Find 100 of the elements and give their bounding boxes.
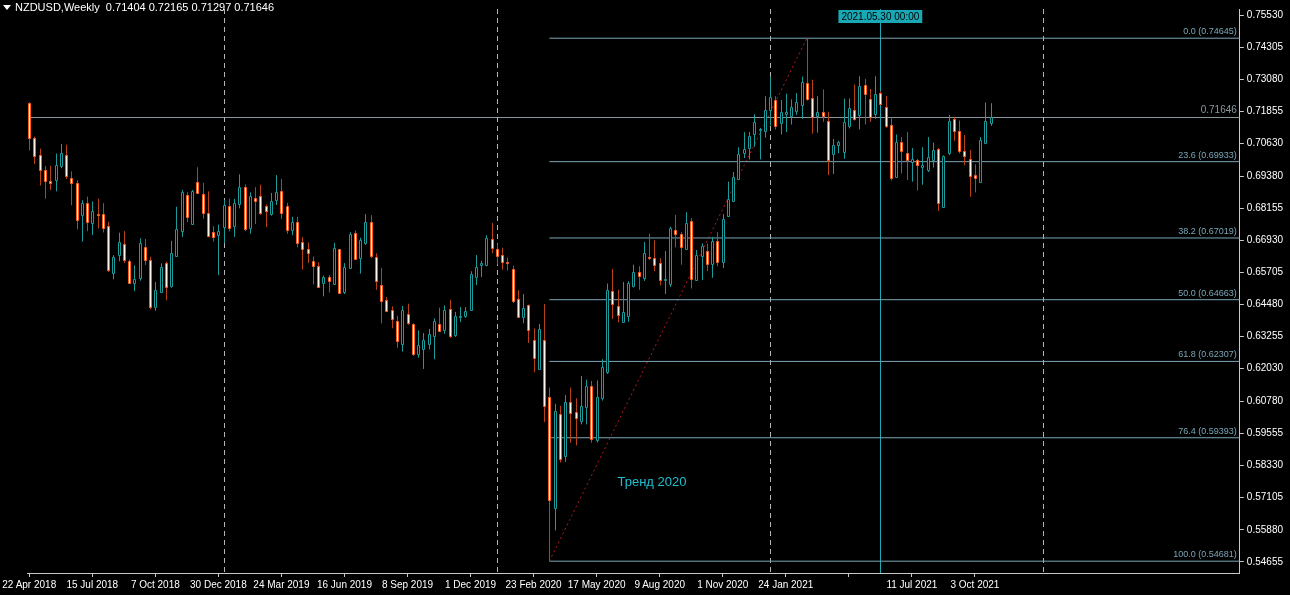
candlestick [291, 216, 294, 236]
candlestick [259, 184, 262, 216]
candlestick [312, 256, 315, 285]
y-tick-label: 0.64480 [1246, 298, 1284, 310]
y-tick-label: 0.54655 [1246, 555, 1284, 567]
candlestick [869, 88, 872, 123]
candlestick [790, 98, 793, 126]
candlestick [580, 375, 583, 425]
y-tick-label: 0.74305 [1246, 40, 1284, 52]
candlestick [969, 149, 972, 198]
candlestick [433, 317, 436, 360]
candlestick [801, 76, 804, 120]
candlestick [491, 222, 494, 254]
candlestick [927, 136, 930, 173]
candlestick [822, 88, 825, 123]
candlestick [575, 397, 578, 446]
candlestick [233, 198, 236, 238]
x-tick-label: 30 Dec 2018 [190, 578, 248, 590]
candlestick [254, 186, 257, 225]
y-tick-label: 0.70630 [1246, 137, 1284, 149]
candlestick [44, 165, 47, 200]
x-tick-label: 16 Jun 2019 [316, 578, 373, 590]
candlestick [81, 199, 84, 243]
candlestick [984, 102, 987, 145]
candlestick [916, 158, 919, 192]
candlestick [280, 178, 283, 220]
candlestick [900, 136, 903, 175]
candlestick [674, 214, 677, 248]
candlestick [33, 136, 36, 165]
series-label: 38.2 (0.67019) [1178, 225, 1237, 236]
y-tick-label: 0.69380 [1246, 169, 1284, 181]
candlestick [953, 116, 956, 142]
candlestick [748, 131, 751, 160]
candlestick [228, 198, 231, 232]
candlestick [207, 190, 210, 238]
candlestick [522, 293, 525, 324]
x-tick-label: 1 Dec 2019 [444, 578, 497, 590]
candlestick [49, 165, 52, 191]
candlestick [275, 174, 278, 206]
candlestick [958, 120, 961, 154]
candlestick [417, 329, 420, 359]
candlestick [753, 113, 756, 148]
candlestick [70, 170, 73, 206]
candlestick [375, 252, 378, 291]
candlestick [874, 75, 877, 120]
candlestick [638, 265, 641, 291]
candlestick [301, 236, 304, 271]
candlestick [422, 332, 425, 370]
y-tick-label: 0.58330 [1246, 459, 1284, 471]
series-label: 61.8 (0.62307) [1178, 349, 1237, 360]
candlestick [932, 142, 935, 168]
candlestick [91, 201, 94, 236]
ref-line-label: 2021.05.30 00:00 [841, 10, 920, 22]
candlestick [396, 315, 399, 349]
candlestick [517, 289, 520, 318]
x-tick-label: 11 Jul 2021 [886, 578, 938, 590]
ref-line-label: 0.71646 [1200, 103, 1238, 115]
y-tick-label: 0.73080 [1246, 72, 1284, 84]
candlestick [286, 202, 289, 235]
annotation: Тренд 2020 [617, 474, 687, 490]
candlestick [853, 83, 856, 122]
candlestick [659, 257, 662, 286]
candlestick [364, 213, 367, 246]
candlestick [653, 239, 656, 272]
candlestick [921, 146, 924, 186]
candlestick [443, 305, 446, 335]
candlestick [569, 387, 572, 444]
y-tick-label: 0.57105 [1246, 491, 1284, 503]
candlestick [428, 328, 431, 350]
x-tick-label: 15 Jul 2018 [66, 578, 119, 590]
y-tick-label: 0.68155 [1246, 201, 1284, 213]
x-tick-label: 17 May 2020 [567, 578, 626, 590]
y-tick-label: 0.59555 [1246, 427, 1284, 439]
candlestick [906, 131, 909, 181]
candlestick [128, 258, 131, 285]
x-tick-label: 1 Nov 2020 [697, 578, 749, 590]
candlestick [223, 199, 226, 244]
candlestick [133, 264, 136, 292]
y-tick-label: 0.65705 [1246, 266, 1284, 278]
candlestick [112, 254, 115, 280]
candlestick [296, 216, 299, 248]
candlestick [617, 289, 620, 323]
x-tick-label: 7 Oct 2018 [130, 578, 181, 590]
candlestick [963, 134, 966, 166]
candlestick [501, 247, 504, 271]
candlestick [165, 261, 168, 301]
candlestick [317, 261, 320, 289]
candlestick [533, 327, 536, 373]
candlestick [65, 144, 68, 180]
candlestick [785, 93, 788, 133]
candlestick [55, 153, 58, 192]
candlestick [680, 231, 683, 266]
candlestick [764, 95, 767, 139]
candlestick [186, 191, 189, 223]
candlestick [885, 95, 888, 129]
y-tick-label: 0.71855 [1246, 105, 1284, 117]
candlestick [238, 173, 241, 209]
candlestick [391, 305, 394, 329]
candlestick [86, 196, 89, 232]
candlestick [438, 307, 441, 332]
